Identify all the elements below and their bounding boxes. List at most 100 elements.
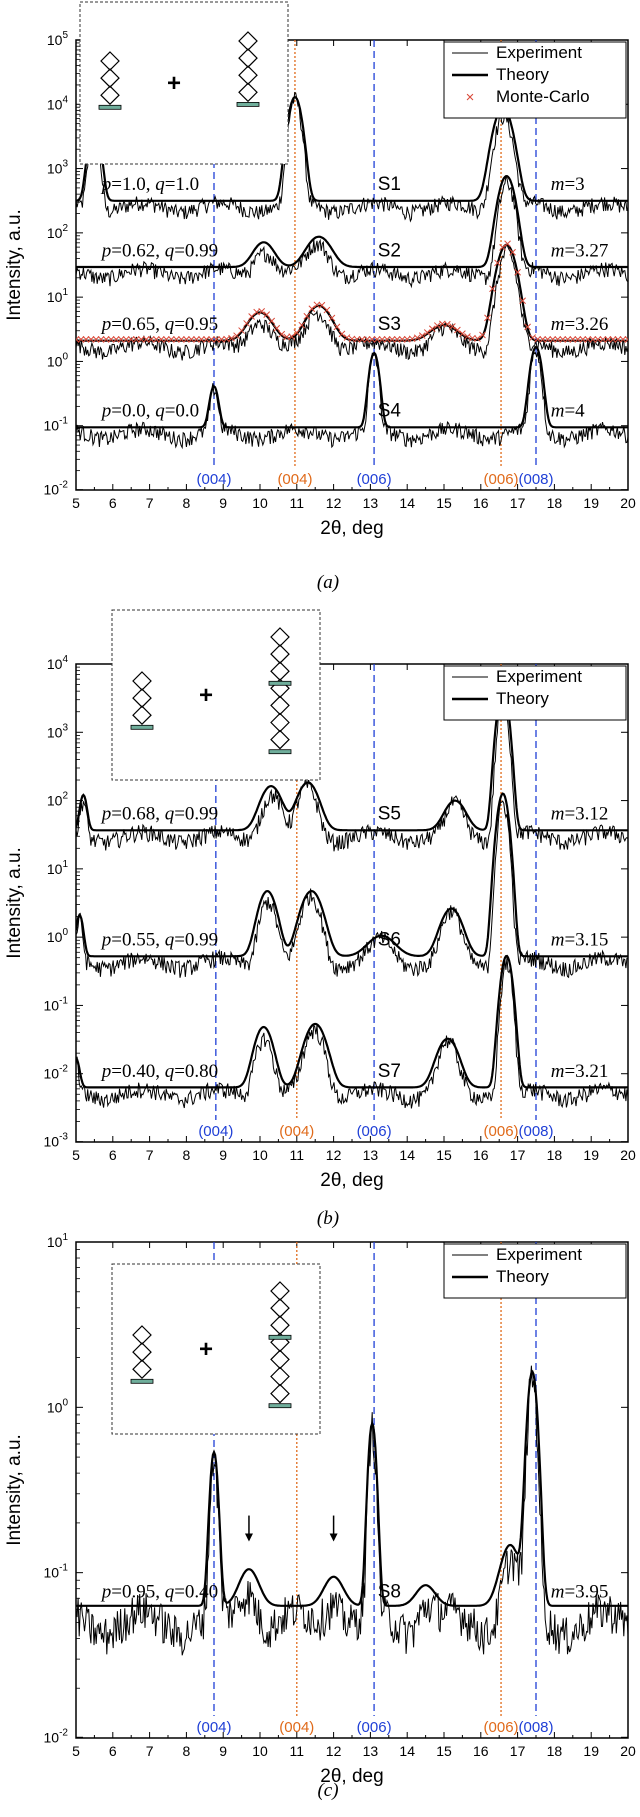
theory-curve-S7	[76, 954, 628, 1089]
interlayer-bar	[268, 680, 292, 686]
x-tick-label: 19	[583, 1743, 599, 1759]
x-axis-label: 2θ, deg	[320, 1766, 383, 1787]
x-tick-label: 13	[363, 1743, 379, 1759]
legend-entry: Theory	[496, 689, 549, 708]
montecarlo-point	[509, 248, 516, 256]
x-tick-label: 14	[399, 495, 415, 511]
interlayer-bar	[98, 104, 122, 110]
montecarlo-point	[273, 324, 281, 332]
structure-inset: +	[79, 1, 289, 165]
y-tick-label: 10-1	[44, 1563, 69, 1581]
x-tick-label: 8	[183, 495, 191, 511]
y-axis-label: Intensity, a.u.	[4, 209, 25, 321]
sample-label-S1: S1	[378, 174, 401, 195]
experiment-curve-S2	[76, 175, 628, 289]
panel-label: (a)	[317, 572, 339, 593]
reflection-label: (004)	[198, 1123, 233, 1140]
montecarlo-point	[524, 323, 531, 331]
y-tick-label: 102	[47, 791, 69, 809]
params-label-S6: p=0.55, q=0.99	[100, 930, 218, 951]
x-tick-label: 12	[326, 1147, 342, 1163]
m-label-S8: m=3.95	[551, 1581, 609, 1602]
x-tick-label: 16	[473, 1743, 489, 1759]
x-tick-label: 9	[219, 495, 227, 511]
x-tick-label: 5	[72, 495, 80, 511]
montecarlo-point	[368, 336, 376, 343]
x-tick-label: 11	[290, 495, 305, 511]
montecarlo-point	[333, 323, 341, 331]
montecarlo-point	[193, 336, 200, 343]
x-tick-label: 11	[290, 1743, 305, 1759]
montecarlo-point	[308, 305, 316, 313]
layer-diamond	[270, 695, 290, 716]
montecarlo-point	[132, 336, 140, 343]
montecarlo-point	[418, 332, 426, 340]
x-tick-label: 18	[547, 495, 563, 511]
x-axis-label: 2θ, deg	[320, 518, 383, 539]
montecarlo-point	[479, 331, 486, 339]
x-tick-label: 6	[109, 1743, 117, 1759]
layer-diamond	[270, 1298, 290, 1318]
montecarlo-point	[338, 330, 346, 338]
m-label-S2: m=3.27	[551, 240, 609, 261]
theory-curve-S6	[76, 792, 628, 958]
montecarlo-point	[519, 297, 526, 305]
y-tick-label: 10-2	[44, 480, 69, 498]
layer-diamond	[270, 1383, 290, 1404]
montecarlo-point	[323, 306, 331, 314]
montecarlo-point	[92, 336, 100, 343]
montecarlo-point	[584, 336, 592, 343]
structure-inset: +	[111, 609, 321, 781]
x-tick-label: 19	[583, 1147, 599, 1163]
x-axis-label: 2θ, deg	[320, 1170, 383, 1191]
montecarlo-point	[183, 336, 190, 343]
reflection-label: (008)	[518, 1719, 553, 1736]
y-tick-label: 100	[47, 351, 69, 369]
x-tick-label: 20	[620, 1147, 636, 1163]
montecarlo-point	[102, 336, 110, 343]
y-tick-label: 102	[47, 223, 69, 241]
layer-diamond	[100, 68, 120, 88]
x-tick-label: 8	[183, 1743, 191, 1759]
y-tick-label: 105	[47, 30, 69, 48]
params-label-S4: p=0.0, q=0.0	[100, 401, 199, 422]
x-tick-label: 15	[436, 1743, 452, 1759]
montecarlo-point	[614, 336, 622, 343]
sample-label-S5: S5	[378, 804, 401, 825]
montecarlo-point	[484, 314, 491, 322]
layer-diamond	[238, 31, 258, 51]
x-tick-label: 6	[109, 1147, 117, 1163]
montecarlo-point	[213, 336, 220, 343]
legend-entry: Theory	[496, 65, 549, 84]
legend-swatch-montecarlo: ×	[466, 89, 475, 106]
theory-curve-S1	[76, 96, 628, 202]
reflection-label: (006)	[357, 1123, 392, 1140]
theory-curve-S2	[76, 174, 628, 269]
x-tick-label: 14	[399, 1743, 415, 1759]
x-tick-label: 15	[436, 1147, 452, 1163]
montecarlo-point	[529, 334, 537, 341]
montecarlo-point	[534, 335, 542, 343]
montecarlo-point	[599, 336, 607, 343]
montecarlo-point	[459, 330, 466, 337]
x-tick-label: 7	[146, 1147, 154, 1163]
montecarlo-point	[594, 336, 602, 343]
legend-box	[443, 665, 627, 721]
x-tick-label: 14	[399, 1147, 415, 1163]
montecarlo-point	[122, 336, 130, 343]
chart-panel-2: 5 6 7 8 9 10 11 12 13 14 15 16 17 18 19 20 10-3 10-2 10-1 1…	[4, 609, 636, 1229]
montecarlo-point	[574, 336, 582, 343]
m-label-S3: m=3.26	[551, 314, 609, 335]
montecarlo-point	[443, 320, 451, 328]
montecarlo-point	[198, 336, 205, 343]
chart-panel-1: 5 6 7 8 9 10 11 12 13 14 15 16 17 18 19 20 10-2 10-1 100 10…	[4, 1, 636, 593]
inset-frame	[111, 1263, 321, 1435]
reflection-label: (004)	[196, 1719, 231, 1736]
x-tick-label: 15	[436, 495, 452, 511]
montecarlo-point	[423, 329, 431, 336]
x-tick-label: 13	[363, 1147, 379, 1163]
legend-box	[443, 41, 627, 119]
reflection-label: (008)	[518, 471, 553, 488]
reflection-label: (006)	[357, 1719, 392, 1736]
montecarlo-point	[178, 336, 185, 343]
